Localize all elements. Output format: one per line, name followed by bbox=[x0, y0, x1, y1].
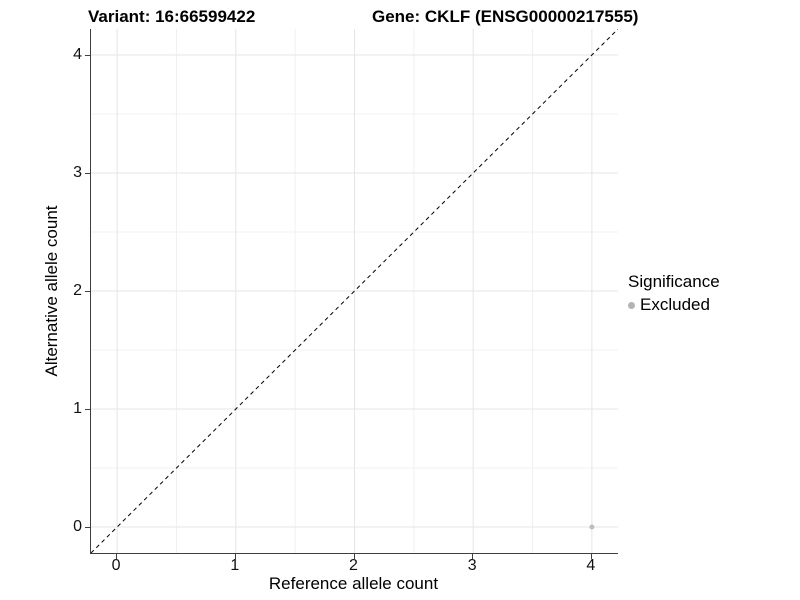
y-tick-mark bbox=[85, 291, 90, 292]
legend: Significance Excluded bbox=[628, 272, 720, 315]
y-tick-label: 0 bbox=[73, 518, 82, 536]
y-tick-mark bbox=[85, 172, 90, 174]
x-axis-title: Reference allele count bbox=[268, 574, 439, 593]
identity-line bbox=[91, 29, 618, 553]
legend-key-dot-icon bbox=[628, 301, 635, 309]
legend-items: Excluded bbox=[628, 295, 720, 315]
x-tick-mark bbox=[234, 554, 236, 559]
y-tick-mark bbox=[85, 54, 90, 56]
plot-panel bbox=[90, 29, 618, 554]
x-tick-label: 4 bbox=[586, 557, 596, 574]
data-point bbox=[589, 524, 595, 530]
legend-item-label: Excluded bbox=[640, 295, 710, 314]
y-tick-label: 3 bbox=[73, 163, 82, 181]
y-tick-mark bbox=[85, 409, 90, 411]
x-tick-label: 0 bbox=[111, 557, 121, 574]
x-tick-mark bbox=[472, 554, 474, 559]
y-tick-label: 2 bbox=[73, 282, 82, 299]
x-tick-mark bbox=[116, 554, 118, 559]
plot-title-gene: Gene: CKLF (ENSG00000217555) bbox=[372, 7, 639, 26]
y-axis-title: Alternative allele count bbox=[42, 205, 61, 377]
y-tick-label: 4 bbox=[73, 45, 82, 63]
y-tick-label: 1 bbox=[73, 400, 82, 418]
plot-title-variant: Variant: 16:66599422 bbox=[88, 7, 256, 26]
legend-title: Significance bbox=[628, 272, 720, 291]
x-tick-mark bbox=[353, 554, 355, 559]
x-tick-label: 1 bbox=[230, 557, 240, 574]
y-tick-mark bbox=[85, 527, 90, 529]
plot-canvas bbox=[91, 29, 618, 553]
legend-item: Excluded bbox=[628, 295, 720, 315]
x-tick-label: 2 bbox=[349, 557, 358, 574]
x-tick-mark bbox=[590, 554, 592, 559]
x-tick-label: 3 bbox=[467, 557, 477, 574]
